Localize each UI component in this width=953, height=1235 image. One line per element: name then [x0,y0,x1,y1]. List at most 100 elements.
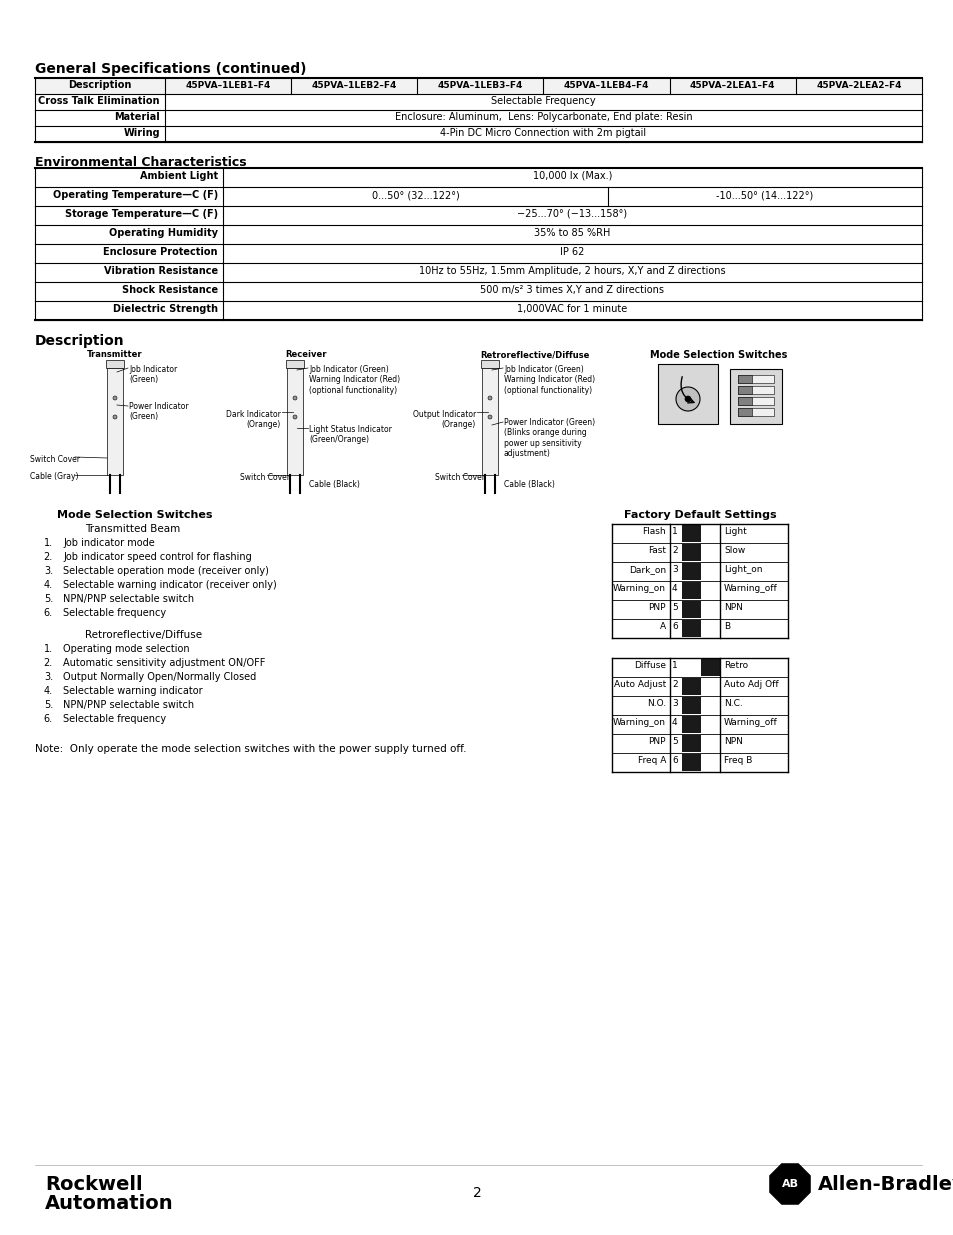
Text: 3.: 3. [44,566,53,576]
Text: NPN/PNP selectable switch: NPN/PNP selectable switch [63,700,193,710]
Bar [681,620,720,637]
Text: 6.: 6. [44,608,53,618]
Circle shape [488,415,492,419]
Text: 6: 6 [671,756,677,764]
Bar [681,697,700,714]
Text: Auto Adj Off: Auto Adj Off [723,680,778,689]
Text: 45PVA–1LEB4–F4: 45PVA–1LEB4–F4 [563,80,649,89]
Bar [658,364,718,424]
Text: 1.: 1. [44,643,53,655]
Bar [681,755,720,771]
Text: Receiver: Receiver [285,350,326,359]
Text: Job indicator speed control for flashing: Job indicator speed control for flashing [63,552,252,562]
Text: Warning_on: Warning_on [613,584,665,593]
Text: Flash: Flash [641,527,665,536]
Text: 1.: 1. [44,538,53,548]
Text: 1,000VAC for 1 minute: 1,000VAC for 1 minute [517,304,627,314]
Text: Slow: Slow [723,546,744,555]
Circle shape [112,415,117,419]
Bar [681,620,700,637]
Bar [729,369,781,424]
Circle shape [112,396,117,400]
Text: Freq A: Freq A [637,756,665,764]
Text: 4: 4 [671,718,677,727]
Text: Selectable frequency: Selectable frequency [63,714,166,724]
Text: 5.: 5. [44,700,53,710]
Text: Enclosure Protection: Enclosure Protection [103,247,218,257]
Text: 3: 3 [671,564,677,574]
Bar [681,697,720,714]
Bar [738,375,773,383]
Text: 6: 6 [671,622,677,631]
Text: PNP: PNP [648,603,665,613]
Text: 2.: 2. [44,658,53,668]
Text: PNP: PNP [648,737,665,746]
Circle shape [684,396,690,403]
Bar [681,582,700,599]
Text: Job Indicator
(Green): Job Indicator (Green) [129,366,177,384]
Bar [681,678,720,695]
Text: 2: 2 [472,1186,481,1200]
Text: 2: 2 [671,546,677,555]
Text: Factory Default Settings: Factory Default Settings [623,510,776,520]
Text: Dark_on: Dark_on [628,564,665,574]
Text: Selectable warning indicator (receiver only): Selectable warning indicator (receiver o… [63,580,276,590]
Text: 1: 1 [671,527,677,536]
Text: Automation: Automation [45,1194,173,1213]
Text: Job indicator mode: Job indicator mode [63,538,154,548]
Bar [106,359,124,368]
Text: 2: 2 [671,680,677,689]
Text: 5: 5 [671,737,677,746]
Text: Cable (Black): Cable (Black) [309,480,359,489]
Bar [681,601,700,618]
Text: Operating Temperature—C (F): Operating Temperature—C (F) [52,190,218,200]
Bar [681,525,720,542]
Text: 45PVA–2LEA1–F4: 45PVA–2LEA1–F4 [689,80,775,89]
Bar [738,396,773,405]
Bar [286,359,304,368]
Text: AB: AB [781,1179,798,1189]
Text: Environmental Characteristics: Environmental Characteristics [35,156,247,169]
Text: Dielectric Strength: Dielectric Strength [112,304,218,314]
Text: Description: Description [35,333,125,348]
Text: 4.: 4. [44,685,53,697]
Text: 10Hz to 55Hz, 1.5mm Amplitude, 2 hours, X,Y and Z directions: 10Hz to 55Hz, 1.5mm Amplitude, 2 hours, … [418,266,725,275]
Text: Operating mode selection: Operating mode selection [63,643,190,655]
Text: 45PVA–2LEA2–F4: 45PVA–2LEA2–F4 [816,80,901,89]
Text: Warning_on: Warning_on [613,718,665,727]
Bar [681,659,720,676]
Text: 4-Pin DC Micro Connection with 2m pigtail: 4-Pin DC Micro Connection with 2m pigtai… [440,128,646,138]
Bar [35,78,921,94]
Text: Retro: Retro [723,661,747,671]
Text: Power Indicator
(Green): Power Indicator (Green) [129,403,189,421]
Bar [738,396,751,405]
Text: Output Indicator
(Orange): Output Indicator (Orange) [413,410,476,430]
Bar [681,582,720,599]
Bar [738,387,751,394]
Bar [681,716,720,734]
Bar [681,601,720,618]
Text: Automatic sensitivity adjustment ON/OFF: Automatic sensitivity adjustment ON/OFF [63,658,265,668]
Text: 5.: 5. [44,594,53,604]
Text: Warning_off: Warning_off [723,584,777,593]
Text: Rockwell: Rockwell [45,1174,143,1194]
Text: Cross Talk Elimination: Cross Talk Elimination [38,96,160,106]
Text: Power Indicator (Green)
(Blinks orange during
power up sensitivity
adjustment): Power Indicator (Green) (Blinks orange d… [503,417,595,458]
Bar [681,755,700,771]
Text: Mode Selection Switches: Mode Selection Switches [57,510,213,520]
Text: 4.: 4. [44,580,53,590]
Text: 3.: 3. [44,672,53,682]
Bar [738,387,773,394]
Text: 5: 5 [671,603,677,613]
Text: Output Normally Open/Normally Closed: Output Normally Open/Normally Closed [63,672,256,682]
Bar [700,659,720,676]
Text: NPN/PNP selectable switch: NPN/PNP selectable switch [63,594,193,604]
Bar [107,368,123,475]
Text: Light: Light [723,527,746,536]
Text: Light_on: Light_on [723,564,761,574]
Bar [738,408,773,416]
Bar [681,735,720,752]
Circle shape [488,396,492,400]
Bar [681,563,700,580]
Text: Retroreflective/Diffuse: Retroreflective/Diffuse [479,350,589,359]
